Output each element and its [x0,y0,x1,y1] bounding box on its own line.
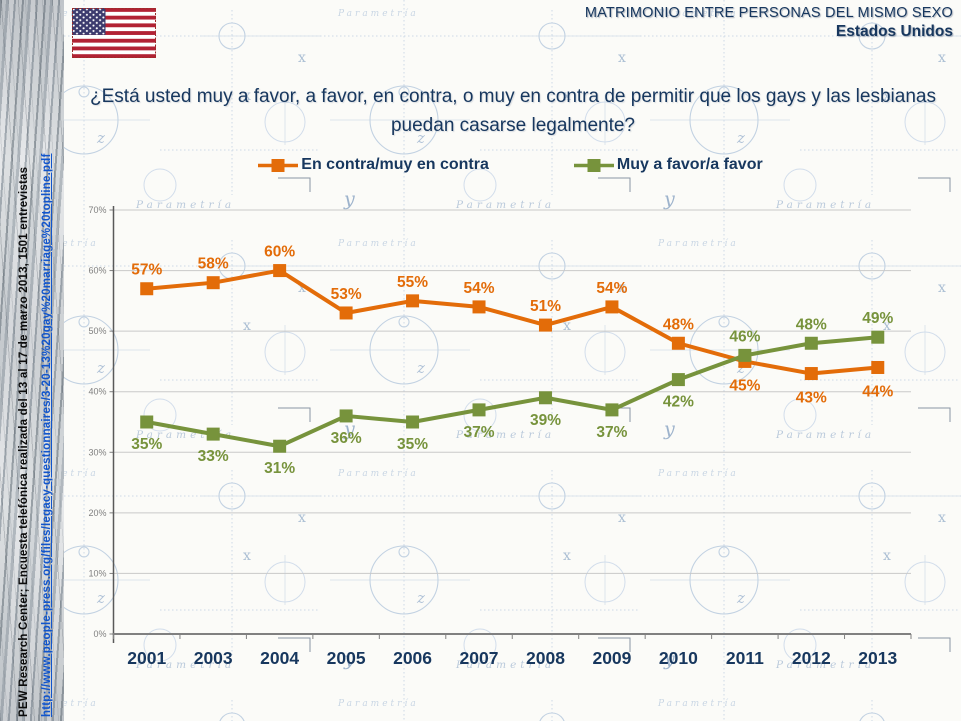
page-subtitle: Estados Unidos [835,23,953,40]
data-label: 57% [131,262,162,279]
data-point-marker[interactable] [738,348,752,362]
x-axis-label: 2004 [260,648,299,668]
data-label: 48% [663,316,694,333]
data-point-marker[interactable] [804,367,818,381]
data-label: 48% [796,316,827,333]
x-axis-label: 2009 [592,648,631,668]
x-axis-label: 2003 [194,648,233,668]
x-axis-label: 2005 [327,648,366,668]
data-point-marker[interactable] [206,276,220,290]
data-label: 31% [264,460,295,477]
data-point-marker[interactable] [273,439,287,453]
data-point-marker[interactable] [804,336,818,350]
y-axis-label: 40% [88,387,106,397]
y-axis-label: 50% [88,326,106,336]
data-label: 60% [264,244,295,261]
data-label: 54% [464,280,495,297]
data-label: 39% [530,412,561,429]
page-title: MATRIMONIO ENTRE PERSONAS DEL MISMO SEXO [584,5,953,21]
data-point-marker[interactable] [871,360,885,374]
data-label: 42% [663,394,694,411]
data-label: 53% [331,286,362,303]
series-line-1 [146,335,878,449]
data-point-marker[interactable] [605,300,619,314]
data-point-marker[interactable] [538,391,552,405]
data-point-marker[interactable] [273,264,287,278]
data-point-marker[interactable] [406,415,420,429]
data-point-marker[interactable] [671,336,685,350]
data-label: 35% [397,436,428,453]
data-point-marker[interactable] [140,282,154,296]
data-point-marker[interactable] [140,415,154,429]
data-point-marker[interactable] [538,318,552,332]
data-label: 51% [530,298,561,315]
chart-legend: En contra/muy en contra Muy a favor/a fav… [80,156,940,174]
data-label: 58% [198,256,229,273]
data-label: 36% [331,430,362,447]
data-label: 37% [596,424,627,441]
data-label: 54% [596,280,627,297]
data-point-marker[interactable] [339,306,353,320]
legend-label: En contra/muy en contra [301,156,489,173]
y-axis-label: 60% [88,266,106,276]
data-label: 44% [862,383,893,400]
data-label: 33% [198,448,229,465]
data-label: 35% [131,436,162,453]
legend-item-1[interactable]: Muy a favor/a favor [573,156,763,174]
sidebar-texture [0,0,64,721]
data-label: 43% [796,390,827,407]
chart-title: ¿Está usted muy a favor, a favor, en con… [90,86,936,136]
x-axis-label: 2010 [659,648,698,668]
legend-label: Muy a favor/a favor [616,156,763,173]
series-line-0 [146,268,878,376]
data-point-marker[interactable] [339,409,353,423]
x-axis-label: 2006 [393,648,432,668]
x-axis-label: 2011 [726,648,764,668]
legend-marker-icon [258,158,299,172]
data-point-marker[interactable] [472,300,486,314]
data-point-marker[interactable] [206,427,220,441]
data-label: 55% [397,274,428,291]
legend-marker-icon [573,158,614,172]
y-axis-label: 20% [88,508,106,518]
data-label: 46% [729,328,760,345]
data-point-marker[interactable] [472,403,486,417]
x-axis-label: 2001 [127,648,166,668]
y-axis-label: 10% [88,568,106,578]
legend-item-0[interactable]: En contra/muy en contra [257,156,489,174]
data-label: 49% [862,310,893,327]
x-axis-label: 2012 [792,648,831,668]
y-axis-label: 0% [93,629,106,639]
x-axis-label: 2008 [526,648,565,668]
data-label: 37% [464,424,495,441]
y-axis-label: 30% [88,447,106,457]
data-point-marker[interactable] [671,373,685,387]
us-flag-icon [72,8,156,58]
data-label: 45% [729,377,760,394]
data-point-marker[interactable] [605,403,619,417]
data-point-marker[interactable] [406,294,420,308]
x-axis-label: 2007 [460,648,499,668]
y-axis-label: 70% [88,205,106,215]
x-axis-label: 2013 [858,648,897,668]
data-point-marker[interactable] [871,330,885,344]
